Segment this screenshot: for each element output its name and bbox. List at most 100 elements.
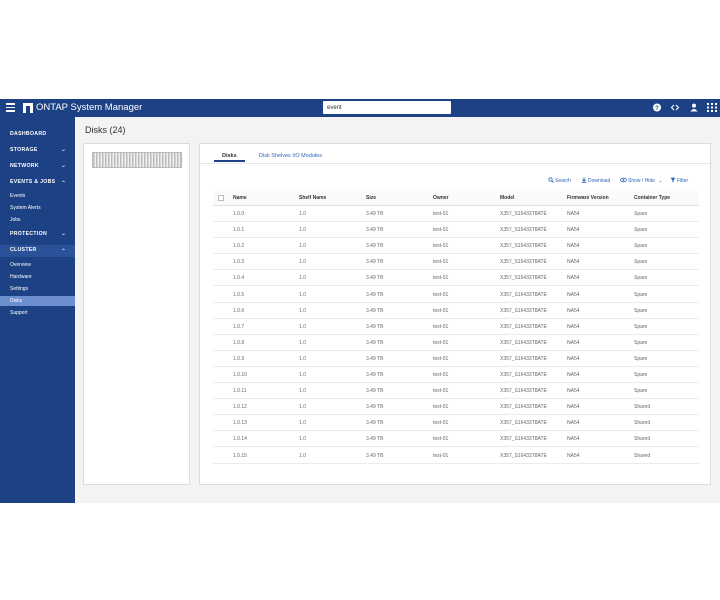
column-header-shelf-name[interactable]: Shelf Name [299,195,327,201]
cell-model: X357_S16433T8ATE [500,355,547,362]
nav-section-events-jobs[interactable]: EVENTS & JOBS ⌃ [0,177,75,189]
cell-container-type: Shared [634,436,651,443]
cell-container-type: Shared [634,452,651,459]
apps-grid-icon[interactable] [706,102,718,113]
nav-section-protection[interactable]: PROTECTION ⌄ [0,229,75,241]
show-hide-action[interactable]: Show / Hide ⌄ [620,177,663,184]
cell-shelf-name: 1.0 [299,404,306,411]
column-header-size[interactable]: Size [366,195,377,201]
cell-size: 3.49 TB [366,227,384,234]
cell-model: X357_S16433T8ATE [500,307,547,314]
nav-item-events[interactable]: Events [0,191,75,201]
cell-container-type: Spare [634,388,648,395]
column-header-container-type[interactable]: Container Type [634,195,671,201]
help-icon[interactable]: ? [652,102,662,113]
nav-item-label: Events [10,193,26,199]
cell-owner: test-01 [433,323,449,330]
cell-model: X357_S16433T8ATE [500,323,547,330]
table-row[interactable]: 1.0.12 1.0 3.49 TB test-01 X357_S16433T8ATE N… [213,399,699,416]
cell-shelf-name: 1.0 [299,388,306,395]
nav-item-disks[interactable]: Disks [0,296,75,306]
table-row[interactable]: 1.0.9 1.0 3.49 TB test-01 X357_S16433T8ATE NA… [213,351,699,367]
table-row[interactable]: 1.0.2 1.0 3.49 TB test-01 X357_S16433T8ATE NA… [213,238,699,255]
table-row[interactable]: 1.0.15 1.0 3.49 TB test-01 X357_S16433T8ATE N… [213,448,699,464]
chevron-up-icon: ⌃ [60,181,66,187]
cell-container-type: Shared [634,404,651,411]
nav-item-jobs[interactable]: Jobs [0,215,75,225]
nav-section-label: PROTECTION [10,231,48,237]
search-icon [548,177,554,183]
nav-item-label: Settings [10,286,29,292]
svg-text:?: ? [655,106,659,112]
select-all-checkbox[interactable] [218,195,224,201]
tabs-divider [200,163,710,164]
cell-model: X357_S16433T8ATE [500,452,547,459]
disk-shelf-graphic[interactable] [92,152,182,168]
cell-size: 3.49 TB [366,323,384,330]
nav-item-system-alerts[interactable]: System Alerts [0,203,75,213]
cell-model: X357_S16433T8ATE [500,372,547,378]
cell-model: X357_S16433T8ATE [500,404,547,411]
tab-disk-shelves-io-modules[interactable]: Disk Shelves I/O Modules [259,153,322,159]
table-row[interactable]: 1.0.10 1.0 3.49 TB test-01 X357_S16433T8ATE N… [213,367,699,383]
column-header-model[interactable]: Model [500,195,515,201]
chevron-down-icon: ⌄ [60,231,66,237]
table-row[interactable]: 1.0.6 1.0 3.49 TB test-01 X357_S16433T8ATE NA… [213,303,699,319]
download-action[interactable]: Download [581,177,610,184]
table-row[interactable]: 1.0.0 1.0 3.49 TB test-01 X357_S16433T8ATE NA… [213,206,699,222]
cell-container-type: Spare [634,227,648,234]
user-icon[interactable] [689,102,699,113]
cell-shelf-name: 1.0 [299,243,306,250]
cell-owner: test-01 [433,275,449,282]
table-row[interactable]: 1.0.14 1.0 3.49 TB test-01 X357_S16433T8ATE N… [213,431,699,448]
hamburger-menu-icon[interactable] [6,103,15,112]
nav-section-network[interactable]: NETWORK ⌄ [0,161,75,173]
column-header-firmware-version[interactable]: Firmware Version [567,195,609,201]
nav-item-label: Jobs [10,217,21,223]
nav-section-storage[interactable]: STORAGE ⌄ [0,145,75,157]
cell-shelf-name: 1.0 [299,275,306,282]
code-icon[interactable] [670,102,680,113]
clear-search-icon[interactable]: ✕ [430,102,438,112]
filter-action[interactable]: Filter [670,177,688,184]
tab-disks[interactable]: Disks [214,150,245,162]
search-action[interactable]: Search [548,177,571,184]
cell-shelf-name: 1.0 [299,436,306,443]
cell-name: 1.0.14 [233,436,247,443]
cell-model: X357_S16433T8ATE [500,291,547,298]
table-row[interactable]: 1.0.4 1.0 3.49 TB test-01 X357_S16433T8ATE NA… [213,270,699,287]
table-row[interactable]: 1.0.1 1.0 3.49 TB test-01 X357_S16433T8ATE NA… [213,222,699,239]
cell-owner: test-01 [433,339,449,346]
cell-model: X357_S16433T8ATE [500,243,547,250]
nav-item-overview[interactable]: Overview [0,260,75,270]
disks-panel: Disks Disk Shelves I/O Modules Search Do… [199,143,711,485]
table-row[interactable]: 1.0.8 1.0 3.49 TB test-01 X357_S16433T8ATE NA… [213,335,699,351]
nav-item-settings[interactable]: Settings [0,284,75,294]
table-row[interactable]: 1.0.7 1.0 3.49 TB test-01 X357_S16433T8ATE NA… [213,319,699,335]
nav-item-support[interactable]: Support [0,308,75,318]
search-field[interactable] [323,101,451,114]
nav-section-cluster[interactable]: CLUSTER ⌃ [0,245,75,257]
eye-icon [620,177,627,183]
table-row[interactable]: 1.0.5 1.0 3.49 TB test-01 X357_S16433T8ATE NA… [213,287,699,303]
cell-size: 3.49 TB [366,355,384,362]
cell-firmware-version: NA54 [567,404,580,411]
cell-model: X357_S16433T8ATE [500,211,547,217]
cell-size: 3.49 TB [366,211,384,217]
table-row[interactable]: 1.0.11 1.0 3.49 TB test-01 X357_S16433T8ATE N… [213,383,699,400]
table-row[interactable]: 1.0.13 1.0 3.49 TB test-01 X357_S16433T8ATE N… [213,415,699,432]
cell-owner: test-01 [433,452,449,459]
cell-model: X357_S16433T8ATE [500,436,547,443]
cell-shelf-name: 1.0 [299,420,306,427]
nav-item-label: Support [10,310,28,316]
table-row[interactable]: 1.0.3 1.0 3.49 TB test-01 X357_S16433T8ATE NA… [213,254,699,271]
search-input[interactable] [327,102,427,113]
cell-size: 3.49 TB [366,388,384,395]
search-icon[interactable] [440,102,450,113]
nav-item-hardware[interactable]: Hardware [0,272,75,282]
column-header-name[interactable]: Name [233,195,247,201]
cell-firmware-version: NA54 [567,323,580,330]
column-header-owner[interactable]: Owner [433,195,449,201]
cell-container-type: Spare [634,275,648,282]
nav-section-dashboard[interactable]: DASHBOARD [0,129,75,141]
